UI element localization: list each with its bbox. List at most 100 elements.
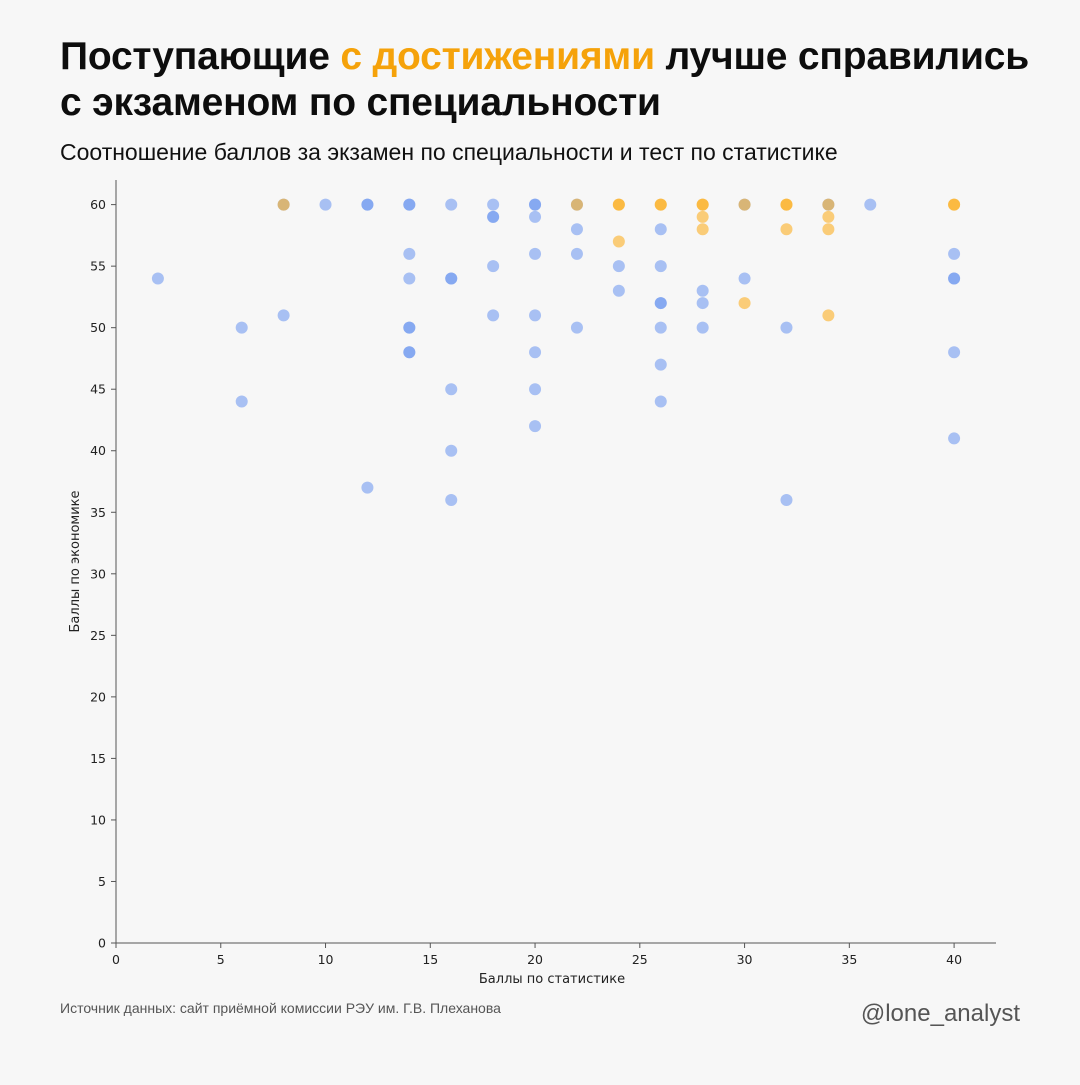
scatter-point-blue [403, 346, 416, 359]
scatter-point-blue [445, 272, 458, 285]
scatter-point-blue [570, 223, 583, 236]
y-tick-label: 50 [90, 320, 106, 335]
y-tick-label: 55 [90, 259, 106, 274]
scatter-point-blue [445, 444, 458, 457]
scatter-point-blue [654, 260, 667, 273]
y-tick-label: 0 [98, 936, 106, 951]
scatter-point-orange [738, 198, 751, 211]
x-tick-label: 25 [632, 952, 648, 967]
scatter-point-blue [654, 395, 667, 408]
scatter-point-blue [654, 297, 667, 310]
scatter-point-blue [319, 198, 332, 211]
y-tick-label: 45 [90, 382, 106, 397]
scatter-point-blue [780, 321, 793, 334]
x-tick-label: 30 [737, 952, 753, 967]
axes-layer: 0 5 10 15 20 25 30 35 40 0 5 10 15 20 25 30 35 40 45 50 55 60 [90, 180, 996, 967]
author-handle: @lone_analyst [860, 1000, 1020, 1027]
scatter-point-blue [529, 247, 542, 260]
scatter-point-blue [445, 493, 458, 506]
title-highlight: с достижениями [340, 35, 655, 78]
scatter-point-blue [235, 395, 248, 408]
scatter-point-blue [612, 284, 625, 297]
scatter-point-orange [948, 198, 961, 211]
scatter-point-blue [529, 346, 542, 359]
scatter-point-orange [780, 223, 793, 236]
title-part-1: Поступающие [60, 35, 341, 78]
x-tick-label: 0 [112, 952, 120, 967]
scatter-point-orange [570, 198, 583, 211]
scatter-point-blue [529, 309, 542, 322]
x-axis-label: Баллы по статистике [479, 972, 625, 987]
scatter-point-blue [445, 198, 458, 211]
x-tick-label: 40 [946, 952, 962, 967]
scatter-point-blue [696, 284, 709, 297]
scatter-point-blue [487, 210, 500, 223]
scatter-point-blue [654, 223, 667, 236]
scatter-point-orange [780, 198, 793, 211]
scatter-point-orange [738, 297, 751, 310]
scatter-point-orange [822, 223, 835, 236]
x-tick-label: 15 [422, 952, 438, 967]
scatter-point-blue [780, 493, 793, 506]
scatter-point-blue [487, 198, 500, 211]
scatter-point-blue [738, 272, 751, 285]
scatter-point-blue [151, 272, 164, 285]
scatter-point-blue [361, 481, 374, 494]
scatter-point-blue [864, 198, 877, 211]
scatter-point-blue [277, 309, 290, 322]
scatter-point-blue [696, 321, 709, 334]
data-source-note: Источник данных: сайт приёмной комиссии … [60, 1000, 501, 1016]
scatter-point-blue [570, 247, 583, 260]
scatter-point-blue [403, 272, 416, 285]
scatter-point-blue [487, 260, 500, 273]
scatter-point-blue [529, 420, 542, 433]
scatter-point-orange [277, 198, 290, 211]
x-tick-label: 10 [318, 952, 334, 967]
scatter-point-blue [948, 247, 961, 260]
x-tick-label: 35 [841, 952, 857, 967]
scatter-point-blue [361, 198, 374, 211]
scatter-point-orange [654, 198, 667, 211]
scatter-point-blue [487, 309, 500, 322]
scatter-point-blue [529, 198, 542, 211]
y-tick-label: 5 [98, 874, 106, 889]
scatter-point-blue [570, 321, 583, 334]
y-tick-label: 25 [90, 628, 106, 643]
title-part-2: лучше справились с экзаменом по специаль… [60, 35, 1030, 124]
y-tick-label: 35 [90, 505, 106, 520]
scatter-point-blue [445, 383, 458, 396]
scatter-point-orange [696, 210, 709, 223]
scatter-point-blue [654, 321, 667, 334]
chart-title: Поступающие с достижениями лучше справил… [60, 34, 1040, 126]
scatter-point-blue [529, 383, 542, 396]
scatter-point-orange [822, 198, 835, 211]
scatter-point-orange [612, 235, 625, 248]
chart-subtitle: Соотношение баллов за экзамен по специал… [60, 139, 838, 165]
points-layer [151, 198, 961, 506]
scatter-point-blue [654, 358, 667, 371]
scatter-point-blue [948, 272, 961, 285]
scatter-point-blue [529, 210, 542, 223]
x-tick-label: 20 [527, 952, 543, 967]
y-tick-label: 10 [90, 812, 106, 827]
scatter-point-blue [403, 198, 416, 211]
y-tick-label: 20 [90, 689, 106, 704]
scatter-point-blue [612, 260, 625, 273]
scatter-point-orange [822, 210, 835, 223]
x-tick-label: 5 [217, 952, 225, 967]
scatter-point-blue [948, 346, 961, 359]
y-tick-label: 60 [90, 197, 106, 212]
scatter-point-blue [403, 247, 416, 260]
scatter-point-orange [612, 198, 625, 211]
scatter-point-orange [822, 309, 835, 322]
scatter-point-blue [235, 321, 248, 334]
scatter-point-orange [696, 198, 709, 211]
y-tick-label: 30 [90, 566, 106, 581]
scatter-point-blue [696, 297, 709, 310]
scatter-point-blue [403, 321, 416, 334]
y-tick-label: 15 [90, 751, 106, 766]
y-tick-label: 40 [90, 443, 106, 458]
y-axis-label: Баллы по экономике [68, 491, 83, 633]
